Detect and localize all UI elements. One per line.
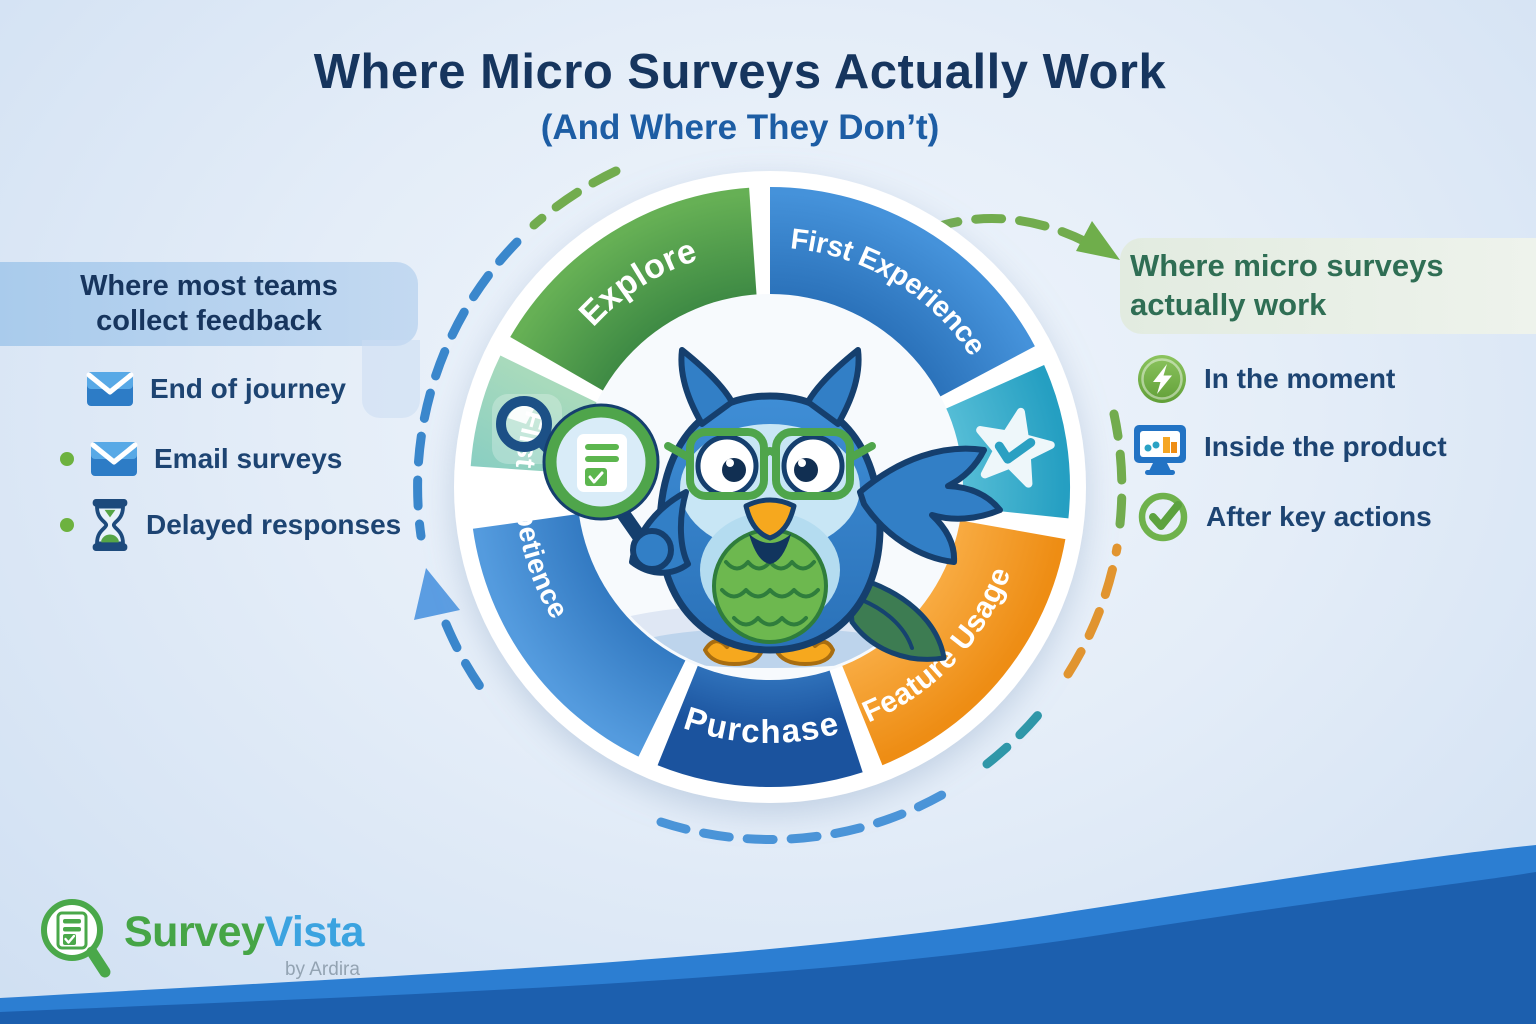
owl-ear-left [678, 347, 735, 427]
ring-arc-lowleft-blue [441, 619, 494, 704]
list-item-after-key-actions: After key actions [1136, 492, 1432, 542]
page-title: Where Micro Surveys Actually Work [313, 45, 1167, 99]
list-item-end-of-journey: End of journey [86, 364, 346, 414]
ring-arc-topleft-green [529, 166, 621, 230]
ring-arc-right-orange [1063, 543, 1122, 679]
wheel-segment-flist-expetience [472, 513, 686, 757]
owl-glasses [664, 428, 876, 500]
wheel-segment-feature-usage [841, 520, 1066, 766]
brand-name-vista: Vista [264, 908, 364, 956]
left-panel-heading-banner: Where most teams collect feedback [0, 262, 418, 346]
journey-wheel: Explore First Experience Feature Usage P… [454, 171, 1086, 803]
owl-mascot [542, 347, 1003, 668]
dashed-flow-ring [413, 166, 1127, 844]
envelope-icon [86, 372, 134, 406]
list-item-label: Delayed responses [146, 509, 402, 540]
flow-arrow-green-icon [1076, 221, 1120, 260]
list-item-label: In the moment [1204, 363, 1396, 394]
owl-ear-right [805, 347, 862, 427]
brand-name-survey: Survey [124, 908, 265, 956]
flow-arrow-blue-icon [414, 568, 460, 620]
wheel-segment-purchase [657, 665, 863, 788]
list-item-label: Email surveys [154, 443, 343, 474]
owl-beak [743, 497, 797, 541]
list-item-label: End of journey [150, 373, 346, 404]
list-item-in-the-moment: In the moment [1136, 354, 1395, 404]
wheel-segment-first-experience [770, 187, 1035, 397]
brand-name: SurveyVista [124, 908, 364, 957]
hourglass-icon [92, 499, 128, 551]
right-panel-heading: Where micro surveys actually work [1130, 248, 1444, 322]
list-item-email-surveys: Email surveys [60, 434, 342, 484]
ring-arc-left-blue [413, 237, 522, 541]
owl-mouth [749, 534, 791, 564]
right-panel-heading-banner: Where micro surveys actually work [1120, 238, 1536, 334]
logo-magnifier-icon [41, 899, 111, 978]
ring-arc-bottom-teal [982, 699, 1052, 769]
owl-magnifier-icon [542, 403, 660, 559]
brand-logo: SurveyVista by Ardira [36, 894, 364, 986]
bottom-wave [0, 845, 1536, 1024]
list-item-label: Inside the product [1204, 431, 1447, 462]
owl-tail [845, 572, 947, 662]
owl-wing-right [857, 445, 1003, 565]
banner-decor-shape [362, 340, 420, 418]
lightning-icon [1138, 355, 1186, 403]
bullet-dot [60, 452, 74, 466]
list-item-delayed-responses: Delayed responses [60, 499, 402, 551]
wheel-segment-explore [510, 187, 757, 391]
envelope-icon [90, 442, 138, 476]
brand-byline: by Ardira [284, 959, 360, 980]
ring-arc-right-green [1109, 409, 1127, 529]
star-check-icon [976, 407, 1055, 488]
ring-arc-bottom-blue [656, 781, 962, 844]
search-icon [492, 394, 564, 464]
check-circle-icon [1138, 492, 1188, 542]
monitor-chart-icon [1134, 425, 1186, 475]
left-panel-heading: Where most teams collect feedback [80, 269, 338, 337]
owl-fist [630, 528, 674, 572]
page-subtitle: (And Where They Don’t) [540, 108, 940, 147]
bullet-dot [60, 518, 74, 532]
list-item-inside-the-product: Inside the product [1132, 422, 1447, 475]
list-item-label: After key actions [1206, 501, 1432, 532]
